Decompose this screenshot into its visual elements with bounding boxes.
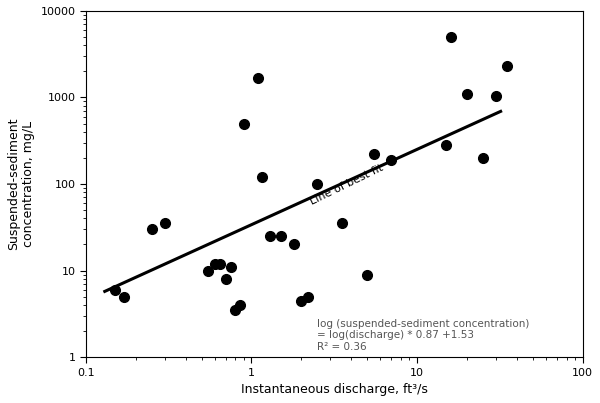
- Point: [337, 220, 346, 227]
- Point: [462, 91, 472, 97]
- Point: [446, 34, 455, 40]
- Point: [221, 276, 230, 282]
- Point: [239, 120, 248, 127]
- Point: [266, 233, 275, 239]
- Point: [119, 293, 129, 300]
- Text: Line of best fit: Line of best fit: [308, 162, 385, 206]
- Y-axis label: Suspended-sediment
concentration, mg/L: Suspended-sediment concentration, mg/L: [7, 118, 35, 250]
- Point: [160, 220, 170, 227]
- Point: [147, 226, 157, 233]
- Point: [203, 267, 213, 274]
- Point: [210, 260, 220, 267]
- Point: [215, 260, 225, 267]
- Point: [491, 92, 501, 99]
- Point: [257, 174, 266, 181]
- Point: [296, 297, 306, 304]
- Point: [254, 74, 263, 81]
- Point: [313, 181, 322, 187]
- X-axis label: Instantaneous discharge, ft³/s: Instantaneous discharge, ft³/s: [241, 383, 428, 396]
- Point: [304, 293, 313, 300]
- Point: [442, 142, 451, 149]
- Point: [502, 63, 512, 69]
- Text: log (suspended-sediment concentration)
= log(discharge) * 0.87 +1.53
R² = 0.36: log (suspended-sediment concentration) =…: [317, 319, 530, 352]
- Point: [235, 302, 245, 308]
- Point: [230, 307, 240, 313]
- Point: [478, 155, 488, 161]
- Point: [362, 271, 372, 278]
- Point: [110, 287, 120, 293]
- Point: [386, 157, 396, 163]
- Point: [276, 233, 286, 239]
- Point: [289, 241, 299, 248]
- Point: [369, 151, 379, 158]
- Point: [226, 264, 236, 270]
